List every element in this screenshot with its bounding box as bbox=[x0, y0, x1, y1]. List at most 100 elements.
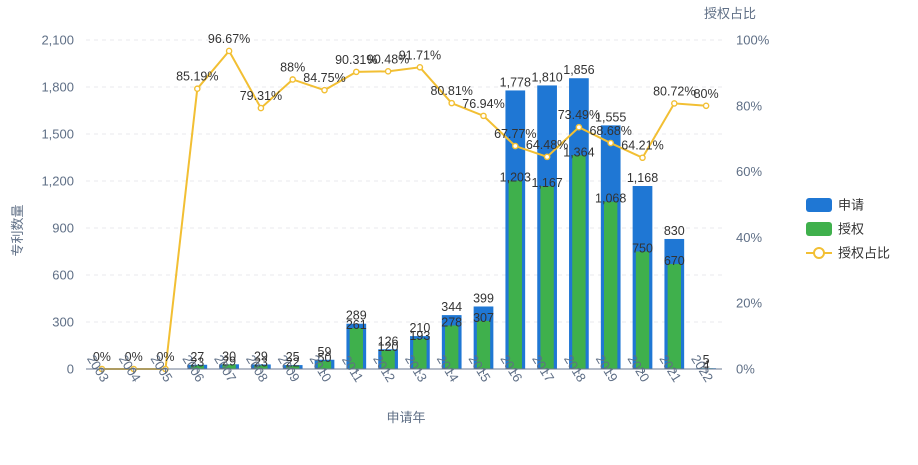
ratio-value-label: 67.77% bbox=[494, 127, 536, 141]
apply-value-label: 1,555 bbox=[595, 110, 626, 124]
y2-tick-label: 60% bbox=[736, 164, 762, 179]
bar-grant[interactable] bbox=[667, 264, 681, 369]
grant-value-label: 4 bbox=[703, 358, 710, 372]
y-tick-label: 0 bbox=[67, 362, 74, 377]
bar-grant[interactable] bbox=[635, 251, 650, 370]
ratio-point[interactable] bbox=[225, 47, 233, 55]
bar-layer bbox=[187, 78, 716, 370]
bar-grant[interactable] bbox=[286, 365, 300, 369]
apply-value-label: 344 bbox=[441, 300, 462, 314]
y-tick-label: 600 bbox=[52, 268, 74, 283]
ratio-value-label: 91.71% bbox=[399, 48, 441, 62]
legend-label: 授权 bbox=[838, 222, 864, 237]
apply-value-label: 5 bbox=[703, 353, 710, 367]
y-tick-label: 2,100 bbox=[41, 33, 74, 48]
ratio-point[interactable] bbox=[352, 68, 360, 76]
ratio-point[interactable] bbox=[448, 99, 456, 107]
ratio-value-label: 90.31% bbox=[335, 53, 377, 67]
grant-value-label: 1,167 bbox=[531, 176, 562, 190]
bar-grant[interactable] bbox=[508, 180, 522, 369]
ratio-point[interactable] bbox=[575, 123, 583, 131]
legend-label: 授权占比 bbox=[838, 246, 890, 261]
ratio-point[interactable] bbox=[480, 112, 487, 120]
ratio-point[interactable] bbox=[193, 85, 201, 93]
ratio-point[interactable] bbox=[416, 63, 424, 71]
ratio-value-label: 80% bbox=[694, 87, 719, 101]
bar-grant[interactable] bbox=[190, 365, 204, 369]
ratio-point[interactable] bbox=[702, 102, 710, 110]
bar-grant[interactable] bbox=[540, 186, 554, 369]
bar-grant[interactable] bbox=[254, 365, 268, 369]
legend-swatch-marker bbox=[813, 247, 825, 259]
y-tick-label: 300 bbox=[52, 315, 74, 330]
apply-value-label: 59 bbox=[318, 345, 332, 359]
ratio-value-label: 88% bbox=[280, 60, 305, 74]
y-tick-label: 1,500 bbox=[41, 127, 74, 142]
apply-value-label: 126 bbox=[378, 334, 399, 348]
ratio-point[interactable] bbox=[639, 154, 646, 162]
grant-value-label: 193 bbox=[409, 329, 430, 343]
y2-tick-label: 20% bbox=[736, 296, 762, 311]
grant-value-label: 278 bbox=[441, 315, 462, 329]
grant-value-label: 23 bbox=[254, 355, 268, 369]
bar-grant[interactable] bbox=[381, 350, 395, 369]
ratio-point[interactable] bbox=[543, 153, 551, 161]
ratio-value-label: 64.21% bbox=[621, 139, 663, 153]
bar-grant[interactable] bbox=[317, 361, 332, 369]
y2-tick-label: 40% bbox=[736, 230, 762, 245]
apply-value-label: 289 bbox=[346, 309, 367, 323]
bar-grant[interactable] bbox=[413, 338, 427, 369]
ratio-value-label: 64.48% bbox=[526, 138, 568, 152]
grant-value-label: 1,203 bbox=[500, 171, 531, 185]
apply-value-label: 29 bbox=[254, 349, 268, 363]
grant-value-label: 23 bbox=[190, 355, 204, 369]
ratio-point[interactable] bbox=[607, 139, 615, 147]
ratio-point[interactable] bbox=[671, 100, 678, 107]
bar-grant[interactable] bbox=[604, 201, 618, 369]
ratio-value-label: 84.75% bbox=[303, 71, 345, 85]
grant-value-label: 307 bbox=[473, 311, 494, 325]
legend-item-ratio[interactable]: 授权占比 bbox=[806, 246, 890, 261]
ratio-value-label: 73.49% bbox=[558, 108, 600, 122]
ratio-value-label: 80.81% bbox=[430, 84, 472, 98]
y-tick-label: 900 bbox=[52, 221, 74, 236]
legend-item-apply[interactable]: 申请 bbox=[806, 198, 864, 213]
apply-value-label: 399 bbox=[473, 291, 494, 305]
x-tick-label: 2022 bbox=[688, 352, 716, 384]
y2-tick-label: 80% bbox=[736, 98, 762, 113]
apply-value-label: 1,856 bbox=[563, 63, 594, 77]
apply-value-label: 1,810 bbox=[531, 70, 562, 84]
ratio-value-label: 0% bbox=[125, 350, 143, 364]
bar-grant[interactable] bbox=[572, 155, 586, 369]
ratio-value-label: 96.67% bbox=[208, 32, 250, 46]
legend-label: 申请 bbox=[838, 198, 864, 213]
ratio-value-label: 0% bbox=[93, 350, 111, 364]
ratio-point[interactable] bbox=[257, 104, 265, 112]
ratio-point[interactable] bbox=[512, 142, 519, 150]
grant-value-label: 1,364 bbox=[563, 145, 594, 159]
ratio-value-label: 0% bbox=[156, 350, 174, 364]
bar-grant[interactable] bbox=[349, 328, 363, 369]
bar-grant[interactable] bbox=[476, 320, 491, 369]
grant-value-label: 120 bbox=[378, 340, 399, 354]
bar-grant[interactable] bbox=[222, 364, 236, 369]
ratio-value-label: 76.94% bbox=[462, 97, 504, 111]
bar-grant[interactable] bbox=[445, 325, 459, 369]
ratio-point[interactable] bbox=[321, 86, 328, 94]
apply-value-label: 210 bbox=[409, 321, 430, 335]
ratio-value-label: 68.68% bbox=[589, 124, 631, 138]
legend-item-grant[interactable]: 授权 bbox=[806, 222, 864, 237]
apply-value-label: 1,168 bbox=[627, 171, 658, 185]
grant-value-label: 50 bbox=[318, 351, 332, 365]
apply-value-label: 1,778 bbox=[500, 75, 531, 89]
grant-value-label: 1,068 bbox=[595, 192, 626, 206]
ratio-point[interactable] bbox=[289, 76, 297, 83]
ratio-point[interactable] bbox=[384, 68, 392, 75]
apply-value-label: 830 bbox=[664, 224, 685, 238]
grant-value-label: 29 bbox=[222, 354, 236, 368]
legend-swatch bbox=[806, 198, 832, 212]
apply-value-label: 25 bbox=[286, 350, 300, 364]
